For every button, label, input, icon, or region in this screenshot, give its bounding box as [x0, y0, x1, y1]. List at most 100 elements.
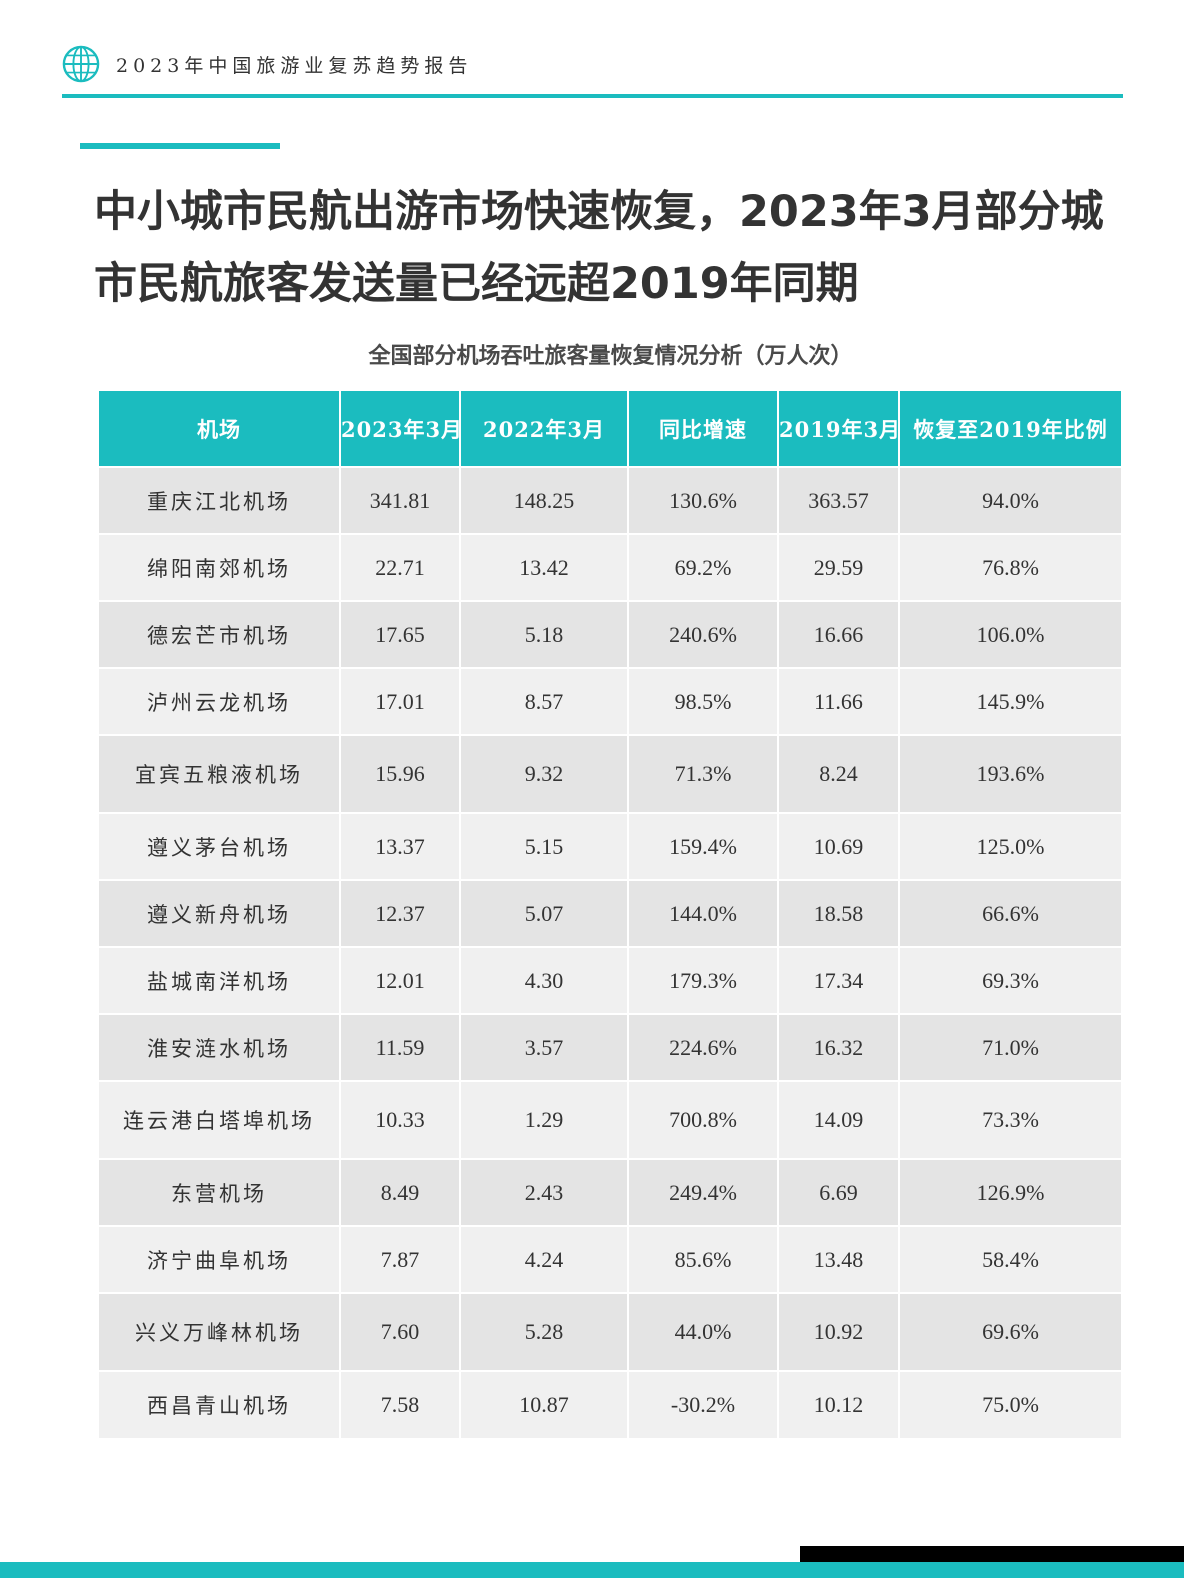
value-2022-march: 1.29: [460, 1080, 629, 1159]
value-2023-march: 11.59: [340, 1013, 461, 1081]
value-2023-march: 10.33: [340, 1080, 461, 1159]
recovery-ratio: 76.8%: [899, 533, 1121, 601]
yoy-growth: -30.2%: [628, 1370, 779, 1438]
airport-name: 遵义新舟机场: [99, 879, 341, 947]
yoy-growth: 249.4%: [628, 1158, 779, 1226]
table-row: 绵阳南郊机场 22.71 13.42 69.2% 29.59 76.8%: [99, 533, 1121, 601]
value-2019-march: 10.12: [778, 1370, 900, 1438]
value-2023-march: 7.60: [340, 1292, 461, 1371]
value-2023-march: 13.37: [340, 812, 461, 880]
recovery-ratio: 125.0%: [899, 812, 1121, 880]
value-2019-march: 13.48: [778, 1225, 900, 1293]
airport-name: 盐城南洋机场: [99, 946, 341, 1014]
value-2019-march: 16.32: [778, 1013, 900, 1081]
yoy-growth: 700.8%: [628, 1080, 779, 1159]
table-row: 兴义万峰林机场 7.60 5.28 44.0% 10.92 69.6%: [99, 1292, 1121, 1371]
recovery-ratio: 66.6%: [899, 879, 1121, 947]
airport-name: 德宏芒市机场: [99, 600, 341, 668]
table-title: 全国部分机场吞吐旅客量恢复情况分析（万人次）: [368, 344, 853, 369]
airport-name: 绵阳南郊机场: [99, 533, 341, 601]
value-2019-march: 17.34: [778, 946, 900, 1014]
footer-accent-bar: [0, 1562, 1184, 1578]
value-2022-march: 3.57: [460, 1013, 629, 1081]
value-2022-march: 2.43: [460, 1158, 629, 1226]
table-header-row: 机场 2023年3月 2022年3月 同比增速 2019年3月 恢复至2019年…: [99, 391, 1121, 467]
yoy-growth: 240.6%: [628, 600, 779, 668]
value-2022-march: 10.87: [460, 1370, 629, 1438]
value-2022-march: 13.42: [460, 533, 629, 601]
yoy-growth: 98.5%: [628, 667, 779, 735]
value-2023-march: 17.01: [340, 667, 461, 735]
value-2019-march: 14.09: [778, 1080, 900, 1159]
value-2023-march: 22.71: [340, 533, 461, 601]
recovery-ratio: 126.9%: [899, 1158, 1121, 1226]
recovery-ratio: 71.0%: [899, 1013, 1121, 1081]
airport-name: 宜宾五粮液机场: [99, 734, 341, 813]
value-2022-march: 8.57: [460, 667, 629, 735]
value-2022-march: 5.18: [460, 600, 629, 668]
yoy-growth: 44.0%: [628, 1292, 779, 1371]
report-title: 2023年中国旅游业复苏趋势报告: [116, 54, 473, 77]
airport-name: 西昌青山机场: [99, 1370, 341, 1438]
recovery-ratio: 106.0%: [899, 600, 1121, 668]
yoy-growth: 85.6%: [628, 1225, 779, 1293]
value-2023-march: 15.96: [340, 734, 461, 813]
yoy-growth: 159.4%: [628, 812, 779, 880]
recovery-ratio: 94.0%: [899, 466, 1121, 534]
globe-logo-icon: [62, 45, 100, 83]
column-header-2019-march: 2019年3月: [778, 391, 900, 467]
value-2022-march: 5.07: [460, 879, 629, 947]
table-row: 盐城南洋机场 12.01 4.30 179.3% 17.34 69.3%: [99, 946, 1121, 1014]
value-2019-march: 18.58: [778, 879, 900, 947]
value-2023-march: 341.81: [340, 466, 461, 534]
yoy-growth: 179.3%: [628, 946, 779, 1014]
value-2023-march: 8.49: [340, 1158, 461, 1226]
value-2022-march: 9.32: [460, 734, 629, 813]
value-2022-march: 5.28: [460, 1292, 629, 1371]
recovery-ratio: 69.6%: [899, 1292, 1121, 1371]
table-row: 宜宾五粮液机场 15.96 9.32 71.3% 8.24 193.6%: [99, 734, 1121, 813]
value-2019-march: 10.92: [778, 1292, 900, 1371]
airport-name: 连云港白塔埠机场: [99, 1080, 341, 1159]
recovery-ratio: 145.9%: [899, 667, 1121, 735]
table-row: 淮安涟水机场 11.59 3.57 224.6% 16.32 71.0%: [99, 1013, 1121, 1081]
value-2019-march: 16.66: [778, 600, 900, 668]
table-row: 泸州云龙机场 17.01 8.57 98.5% 11.66 145.9%: [99, 667, 1121, 735]
table-row: 重庆江北机场 341.81 148.25 130.6% 363.57 94.0%: [99, 466, 1121, 534]
value-2022-march: 4.24: [460, 1225, 629, 1293]
recovery-ratio: 193.6%: [899, 734, 1121, 813]
value-2022-march: 4.30: [460, 946, 629, 1014]
table-row: 德宏芒市机场 17.65 5.18 240.6% 16.66 106.0%: [99, 600, 1121, 668]
column-header-2022-march: 2022年3月: [460, 391, 629, 467]
airport-name: 兴义万峰林机场: [99, 1292, 341, 1371]
recovery-ratio: 75.0%: [899, 1370, 1121, 1438]
airport-name: 遵义茅台机场: [99, 812, 341, 880]
yoy-growth: 144.0%: [628, 879, 779, 947]
value-2022-march: 148.25: [460, 466, 629, 534]
value-2019-march: 6.69: [778, 1158, 900, 1226]
airport-name: 济宁曲阜机场: [99, 1225, 341, 1293]
value-2019-march: 11.66: [778, 667, 900, 735]
table-row: 连云港白塔埠机场 10.33 1.29 700.8% 14.09 73.3%: [99, 1080, 1121, 1159]
table-row: 东营机场 8.49 2.43 249.4% 6.69 126.9%: [99, 1158, 1121, 1226]
footer-black-bar: [800, 1546, 1184, 1562]
value-2019-march: 363.57: [778, 466, 900, 534]
table-row: 西昌青山机场 7.58 10.87 -30.2% 10.12 75.0%: [99, 1370, 1121, 1438]
airport-name: 淮安涟水机场: [99, 1013, 341, 1081]
column-header-2023-march: 2023年3月: [340, 391, 461, 467]
yoy-growth: 130.6%: [628, 466, 779, 534]
accent-bar: [80, 143, 280, 149]
column-header-airport: 机场: [99, 391, 341, 467]
recovery-ratio: 69.3%: [899, 946, 1121, 1014]
value-2023-march: 7.87: [340, 1225, 461, 1293]
airport-recovery-table: 机场 2023年3月 2022年3月 同比增速 2019年3月 恢复至2019年…: [99, 391, 1121, 1438]
column-header-recovery-ratio: 恢复至2019年比例: [899, 391, 1121, 467]
header-divider: [62, 94, 1123, 98]
airport-name: 泸州云龙机场: [99, 667, 341, 735]
recovery-ratio: 73.3%: [899, 1080, 1121, 1159]
value-2023-march: 7.58: [340, 1370, 461, 1438]
page-headline: 中小城市民航出游市场快速恢复，2023年3月部分城市民航旅客发送量已经远超201…: [94, 187, 1104, 309]
value-2019-march: 10.69: [778, 812, 900, 880]
yoy-growth: 71.3%: [628, 734, 779, 813]
table-row: 遵义新舟机场 12.37 5.07 144.0% 18.58 66.6%: [99, 879, 1121, 947]
